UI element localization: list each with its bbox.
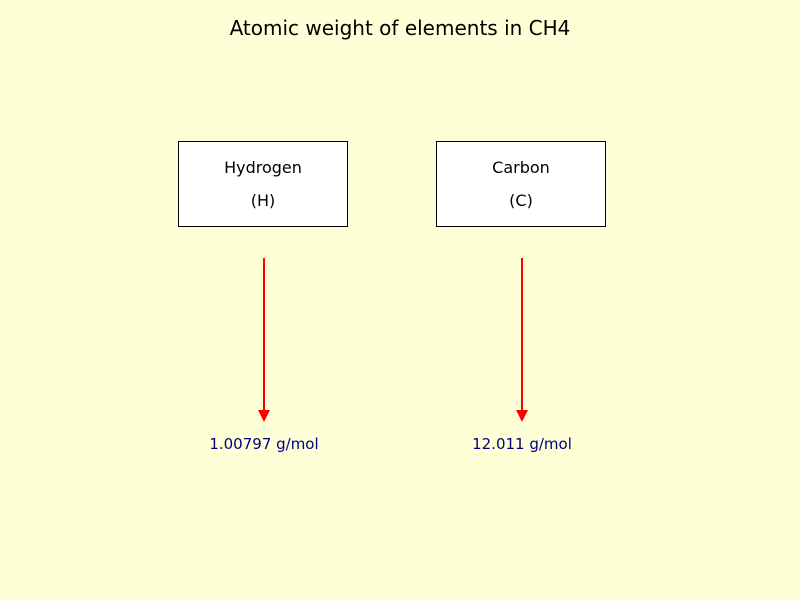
element-name-carbon: Carbon xyxy=(492,158,550,177)
arrow-hydrogen xyxy=(254,258,274,428)
element-box-hydrogen: Hydrogen (H) xyxy=(178,141,348,227)
diagram-title: Atomic weight of elements in CH4 xyxy=(0,16,800,40)
weight-label-carbon: 12.011 g/mol xyxy=(458,435,586,453)
weight-label-hydrogen: 1.00797 g/mol xyxy=(200,435,328,453)
element-symbol-carbon: (C) xyxy=(509,191,533,210)
element-box-carbon: Carbon (C) xyxy=(436,141,606,227)
element-name-hydrogen: Hydrogen xyxy=(224,158,302,177)
arrow-carbon xyxy=(512,258,532,428)
element-symbol-hydrogen: (H) xyxy=(251,191,276,210)
